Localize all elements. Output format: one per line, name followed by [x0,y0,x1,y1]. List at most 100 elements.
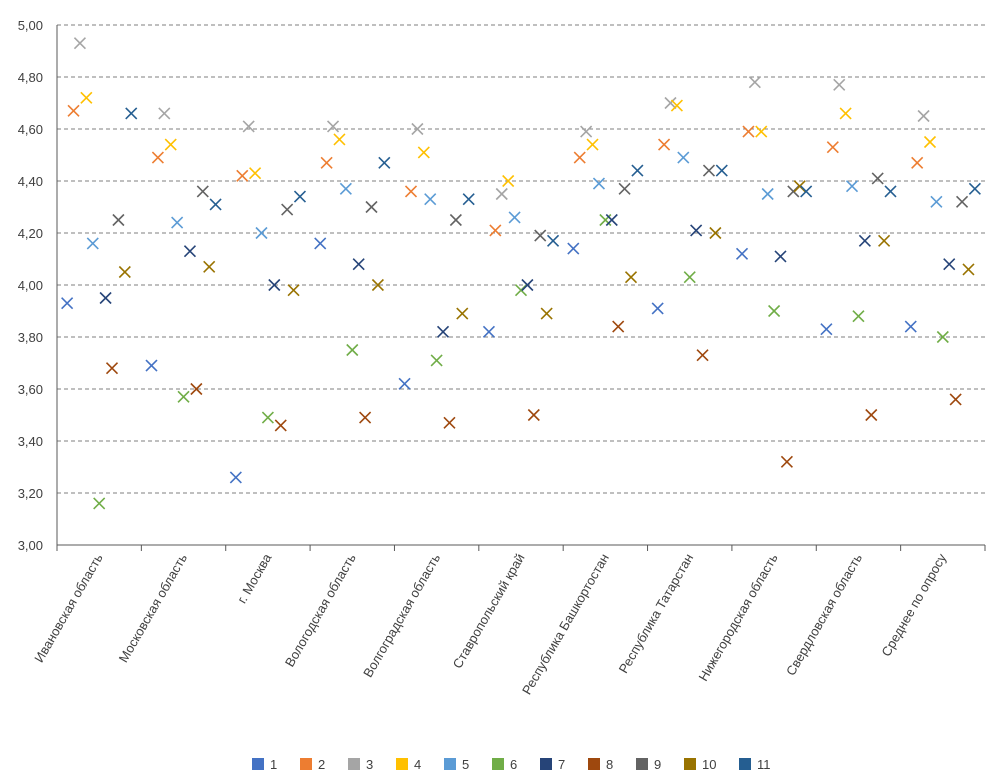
legend-item-4: 4 [396,757,421,772]
marker-series-10 [962,263,975,276]
legend-label: 11 [757,757,771,772]
y-tick-label: 4,60 [18,122,43,137]
marker-series-4 [502,174,515,188]
marker-series-8 [105,362,119,375]
y-tick-label: 3,00 [18,538,43,553]
marker-series-4 [586,138,599,151]
marker-series-2 [658,138,671,151]
marker-series-6 [177,390,190,403]
marker-series-1 [61,297,74,310]
marker-series-1 [820,323,833,336]
legend-label: 4 [414,757,421,772]
marker-series-9 [112,213,125,227]
marker-series-9 [196,185,209,198]
legend-label: 10 [702,757,716,772]
marker-series-2 [404,185,418,198]
marker-series-8 [443,416,456,429]
x-category-label: Волгоградская область [360,551,443,680]
marker-series-4 [80,91,93,104]
marker-series-9 [871,172,884,185]
marker-series-2 [573,151,586,164]
marker-series-2 [742,125,755,138]
legend-item-7: 7 [540,757,565,772]
marker-series-1 [735,247,749,260]
marker-series-4 [923,135,937,149]
legend-swatch [588,758,600,770]
marker-series-10 [709,226,722,240]
marker-series-7 [436,325,450,338]
marker-series-8 [949,393,962,406]
y-tick-label: 3,80 [18,330,43,345]
marker-series-6 [599,213,612,227]
marker-series-1 [567,242,580,255]
marker-series-3 [326,120,340,133]
marker-series-1 [904,320,917,333]
marker-series-3 [73,37,87,50]
marker-series-7 [858,234,871,247]
marker-series-8 [274,419,287,432]
marker-series-7 [99,291,112,305]
x-category-label: Ивановская область [31,551,106,665]
legend-label: 6 [510,757,517,772]
marker-series-8 [527,408,540,422]
legend-label: 9 [654,757,661,772]
legend-label: 3 [366,757,373,772]
marker-series-6 [430,354,443,367]
legend-swatch [684,758,696,770]
marker-series-5 [677,151,690,164]
legend-swatch [739,758,751,770]
marker-series-11 [800,185,813,198]
legend-item-10: 10 [684,757,716,772]
marker-series-4 [417,146,430,159]
marker-series-1 [482,325,496,338]
legend-label: 2 [318,757,325,772]
x-category-label: Вологодская область [282,551,359,670]
marker-series-11 [293,190,307,203]
legend-swatch [396,758,408,770]
legend-label: 8 [606,757,613,772]
marker-series-3 [664,96,677,110]
marker-series-11 [546,234,560,247]
marker-series-11 [631,164,644,177]
marker-series-7 [774,250,787,263]
y-tick-label: 5,00 [18,18,43,33]
marker-series-7 [943,258,956,271]
marker-series-5 [424,193,437,206]
marker-series-6 [261,411,274,424]
marker-series-9 [955,195,969,208]
marker-series-3 [748,76,761,89]
legend-item-11: 11 [739,757,771,772]
marker-series-6 [346,343,359,357]
marker-series-8 [359,411,372,424]
marker-series-3 [411,122,424,136]
marker-series-2 [236,169,249,182]
marker-series-5 [171,216,184,229]
marker-series-8 [865,408,878,422]
marker-series-10 [878,234,891,247]
marker-series-5 [930,195,943,208]
x-axis-category-labels: Ивановская область Московская область г. М… [31,550,949,697]
x-category-label: г. Москва [234,550,275,606]
legend-swatch [492,758,504,770]
marker-series-9 [702,164,716,177]
legend-item-5: 5 [444,757,469,772]
legend-item-8: 8 [588,757,613,772]
marker-series-5 [845,180,859,193]
marker-series-8 [696,349,709,362]
marker-series-2 [489,224,502,237]
marker-series-5 [339,182,352,195]
marker-series-10 [624,271,638,284]
y-tick-label: 3,20 [18,486,43,501]
x-category-label: Среднее по опросу [878,551,949,659]
marker-series-1 [651,302,664,315]
marker-series-11 [125,107,138,120]
y-tick-label: 4,00 [18,278,43,293]
y-axis-tick-labels: 3,00 3,20 3,40 3,60 3,80 4,00 4,20 4,40 4,60 4,80… [18,18,43,553]
legend-swatch [300,758,312,770]
marker-series-4 [333,133,346,146]
x-category-label: Московская область [116,551,191,665]
marker-series-11 [209,198,222,211]
marker-series-1 [145,359,158,372]
legend-swatch [540,758,552,770]
